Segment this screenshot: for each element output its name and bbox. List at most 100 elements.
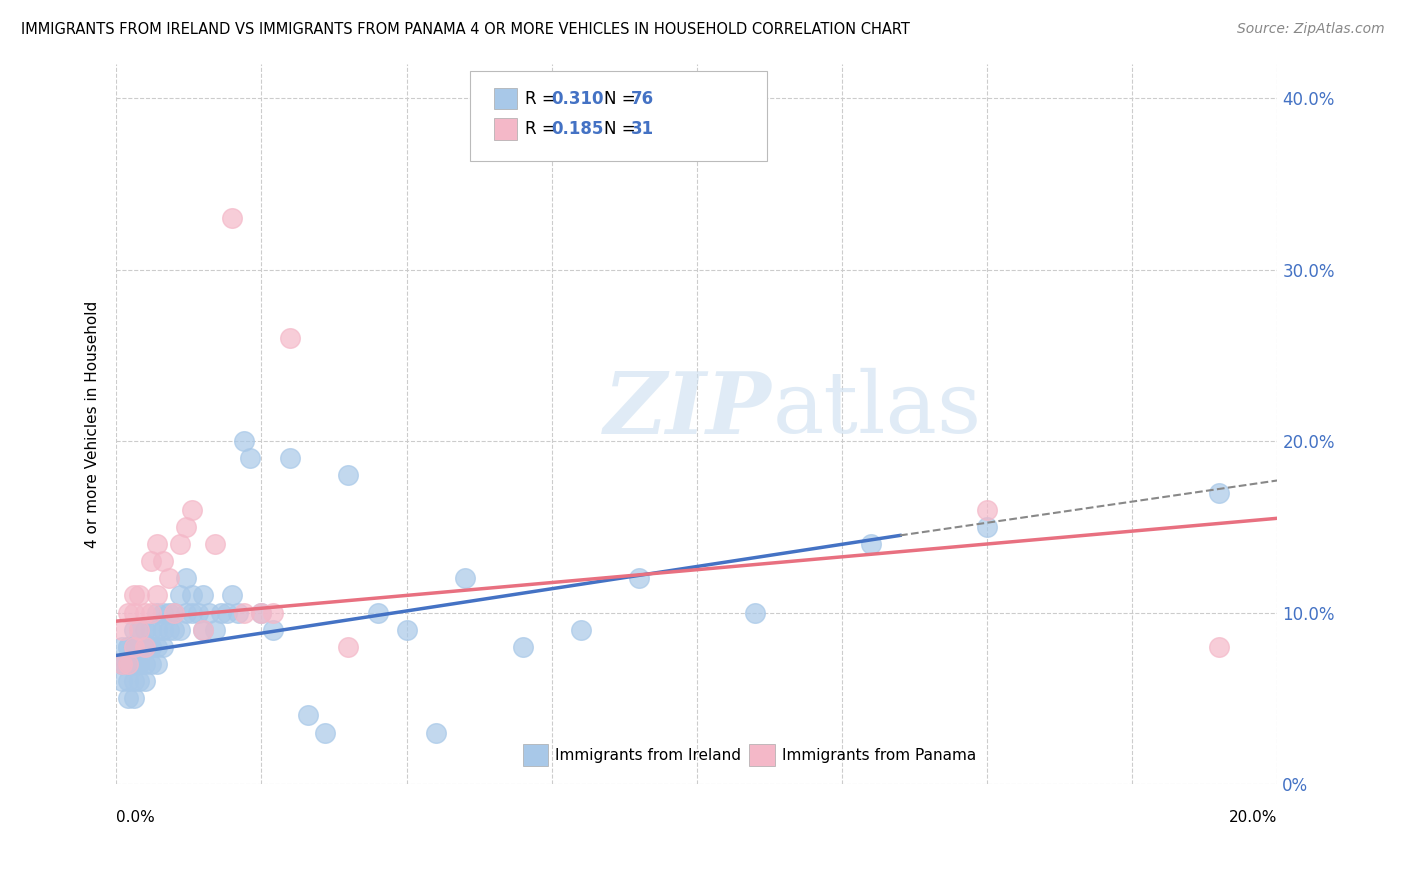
Point	[198, 606, 221, 620]
Point	[180, 588, 202, 602]
Point	[367, 606, 389, 620]
Point	[193, 623, 215, 637]
Y-axis label: 4 or more Vehicles in Household: 4 or more Vehicles in Household	[86, 301, 100, 548]
Point	[117, 657, 139, 671]
Point	[1208, 640, 1230, 654]
Point	[146, 606, 169, 620]
Point	[122, 588, 145, 602]
Point	[122, 657, 145, 671]
Point	[152, 640, 174, 654]
FancyBboxPatch shape	[471, 71, 766, 161]
Point	[128, 640, 150, 654]
FancyBboxPatch shape	[494, 118, 517, 140]
Point	[139, 640, 162, 654]
Point	[146, 657, 169, 671]
Point	[122, 691, 145, 706]
Text: 20.0%: 20.0%	[1229, 810, 1278, 825]
Point	[128, 657, 150, 671]
Point	[139, 554, 162, 568]
Point	[134, 606, 156, 620]
Point	[117, 657, 139, 671]
FancyBboxPatch shape	[749, 744, 775, 766]
Point	[117, 657, 139, 671]
Text: 0.0%: 0.0%	[117, 810, 155, 825]
Point	[134, 640, 156, 654]
Point	[146, 640, 169, 654]
Text: 76: 76	[631, 89, 654, 108]
Point	[280, 451, 302, 466]
Point	[139, 657, 162, 671]
Point	[157, 606, 180, 620]
Point	[122, 640, 145, 654]
Point	[239, 451, 262, 466]
Point	[152, 623, 174, 637]
Point	[111, 657, 134, 671]
Point	[337, 468, 360, 483]
Text: Immigrants from Ireland: Immigrants from Ireland	[555, 747, 741, 763]
Point	[262, 606, 284, 620]
Point	[744, 606, 766, 620]
FancyBboxPatch shape	[523, 744, 548, 766]
Point	[221, 588, 243, 602]
Text: N =: N =	[605, 120, 641, 138]
Point	[169, 537, 191, 551]
Text: R =: R =	[524, 120, 561, 138]
Point	[395, 623, 418, 637]
Point	[180, 502, 202, 516]
Point	[117, 674, 139, 689]
Point	[193, 588, 215, 602]
Point	[193, 623, 215, 637]
Point	[134, 674, 156, 689]
Point	[134, 623, 156, 637]
Point	[111, 657, 134, 671]
Point	[117, 640, 139, 654]
Point	[122, 623, 145, 637]
Point	[117, 606, 139, 620]
Point	[859, 537, 882, 551]
Point	[250, 606, 273, 620]
Point	[139, 640, 162, 654]
Point	[134, 640, 156, 654]
Text: 31: 31	[631, 120, 654, 138]
Point	[425, 725, 447, 739]
Point	[174, 520, 197, 534]
Point	[122, 657, 145, 671]
Point	[157, 623, 180, 637]
Point	[314, 725, 336, 739]
Point	[122, 674, 145, 689]
Point	[122, 640, 145, 654]
Point	[139, 623, 162, 637]
Point	[280, 331, 302, 345]
Point	[174, 606, 197, 620]
Text: IMMIGRANTS FROM IRELAND VS IMMIGRANTS FROM PANAMA 4 OR MORE VEHICLES IN HOUSEHOL: IMMIGRANTS FROM IRELAND VS IMMIGRANTS FR…	[21, 22, 910, 37]
Point	[209, 606, 232, 620]
Point	[233, 434, 256, 449]
Point	[146, 537, 169, 551]
Point	[512, 640, 534, 654]
Point	[453, 571, 475, 585]
Point	[128, 623, 150, 637]
Point	[146, 588, 169, 602]
Point	[111, 657, 134, 671]
Point	[111, 640, 134, 654]
Point	[122, 640, 145, 654]
Point	[1208, 485, 1230, 500]
Point	[163, 606, 186, 620]
Point	[169, 588, 191, 602]
Point	[976, 520, 998, 534]
Point	[204, 623, 226, 637]
Point	[152, 606, 174, 620]
Point	[337, 640, 360, 654]
Point	[627, 571, 650, 585]
Point	[111, 674, 134, 689]
Point	[221, 211, 243, 226]
Point	[117, 640, 139, 654]
Point	[157, 571, 180, 585]
Point	[128, 623, 150, 637]
Point	[134, 640, 156, 654]
Text: R =: R =	[524, 89, 561, 108]
Point	[215, 606, 238, 620]
FancyBboxPatch shape	[494, 87, 517, 110]
Point	[262, 623, 284, 637]
Point	[174, 571, 197, 585]
